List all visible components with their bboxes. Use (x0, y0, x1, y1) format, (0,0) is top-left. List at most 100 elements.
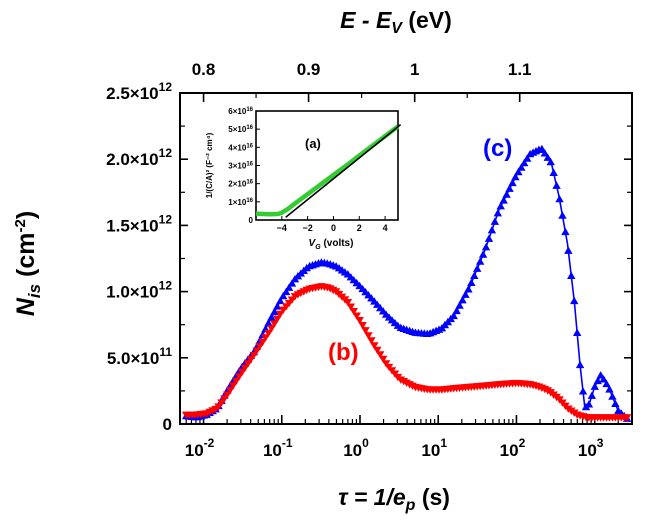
inset-y-axis-title: 1/(C/A)² (F⁻² cm⁴) (205, 132, 214, 198)
data-marker (470, 271, 479, 279)
data-marker (567, 271, 576, 280)
inset-x-axis-title: VG (volts) (309, 238, 354, 251)
data-marker (578, 387, 588, 395)
data-marker (237, 368, 247, 377)
data-marker (352, 312, 361, 320)
data-marker (281, 287, 291, 296)
y-tick-label: 1.5×1012 (106, 212, 172, 235)
data-marker (276, 296, 285, 305)
data-marker (378, 355, 388, 364)
data-marker (240, 364, 250, 372)
data-marker (505, 184, 514, 192)
data-marker (243, 360, 253, 368)
x-tick-label: 10-2 (185, 436, 215, 460)
inset-y-tick-label: 5×1016 (228, 125, 253, 134)
data-marker (464, 285, 473, 293)
data-marker (522, 154, 532, 162)
data-marker (223, 391, 232, 399)
data-marker (478, 250, 488, 258)
data-marker (493, 209, 502, 217)
inset-fit-line (285, 124, 402, 218)
inset-plot: −4 −2 0 2 4 0 1×1016 2×1016 3×1016 4×1016 5×1016 6×… (205, 107, 402, 251)
top-x-tick-label: 1 (410, 60, 419, 79)
data-marker (508, 178, 517, 187)
data-marker (229, 382, 238, 390)
x-axis-title: τ = 1/ep (s) (338, 484, 450, 514)
data-marker (558, 211, 567, 219)
data-marker (490, 217, 500, 225)
data-marker (276, 310, 285, 319)
data-marker (484, 234, 494, 242)
data-marker (611, 399, 620, 407)
inset-data-curve (255, 124, 400, 217)
x-tick-label: 103 (578, 436, 604, 460)
data-marker (549, 168, 558, 177)
data-marker (267, 325, 276, 333)
inset-x-tick-label: 2 (357, 223, 362, 233)
data-marker (517, 163, 526, 171)
inset-x-tick-label: −2 (303, 223, 313, 233)
top-axis-title: E - EV (eV) (340, 7, 452, 37)
y-tick-label: 2.0×1012 (106, 146, 172, 169)
data-marker (376, 351, 385, 359)
x-tick-label: 101 (421, 436, 447, 460)
inset-x-tick-label: 4 (383, 223, 388, 233)
series-c (181, 144, 632, 422)
data-marker (452, 306, 461, 315)
data-marker (608, 392, 617, 400)
y-tick-label: 5.0×1011 (107, 345, 172, 368)
annotation-b: (b) (328, 339, 359, 366)
inset-frame (255, 110, 399, 221)
inset-x-tick-label: 0 (331, 223, 336, 233)
data-marker (346, 303, 356, 311)
data-marker (552, 181, 561, 189)
data-marker (287, 279, 297, 287)
data-marker (475, 257, 485, 265)
data-marker (226, 386, 235, 395)
data-marker (246, 356, 256, 364)
x-tick-label: 10-1 (263, 436, 293, 460)
data-marker (252, 347, 261, 355)
data-marker (367, 337, 376, 345)
data-marker (502, 190, 511, 198)
data-marker (537, 144, 547, 153)
data-marker (622, 414, 632, 422)
data-marker (458, 295, 467, 304)
data-marker (364, 332, 373, 340)
data-marker (255, 343, 264, 351)
data-marker (284, 283, 294, 291)
data-marker (520, 158, 529, 167)
inset-label: (a) (305, 136, 321, 151)
data-marker (279, 291, 288, 300)
data-marker (473, 264, 482, 272)
data-marker (273, 315, 282, 323)
main-plot-area: 0 5.0×1011 1.0×1012 1.5×1012 2.0×1012 2.5×101… (12, 7, 633, 514)
data-marker (343, 299, 353, 307)
top-x-tick-label: 1.1 (508, 60, 532, 79)
data-marker (570, 296, 579, 305)
data-marker (572, 328, 582, 337)
data-marker (561, 227, 570, 236)
data-marker (249, 351, 259, 360)
data-marker (499, 196, 508, 204)
inset-y-tick-label: 1×1016 (228, 198, 253, 207)
data-marker (361, 327, 370, 335)
annotation-c: (c) (483, 135, 512, 162)
data-marker (449, 311, 458, 320)
data-marker (481, 242, 491, 251)
data-marker (584, 400, 594, 408)
data-marker (540, 149, 550, 157)
top-x-tick-label: 0.8 (192, 60, 216, 79)
x-tick-label: 102 (500, 436, 526, 460)
data-marker (546, 157, 555, 166)
data-marker (264, 329, 273, 338)
data-marker (590, 382, 600, 390)
y-axis-title: Nis (cm-2) (12, 211, 44, 316)
data-marker (487, 226, 497, 234)
data-marker (373, 346, 382, 355)
data-marker (270, 320, 279, 328)
top-x-tick-label: 0.9 (297, 60, 321, 79)
inset-y-tick-label: 0 (249, 216, 254, 225)
data-marker (358, 322, 367, 330)
